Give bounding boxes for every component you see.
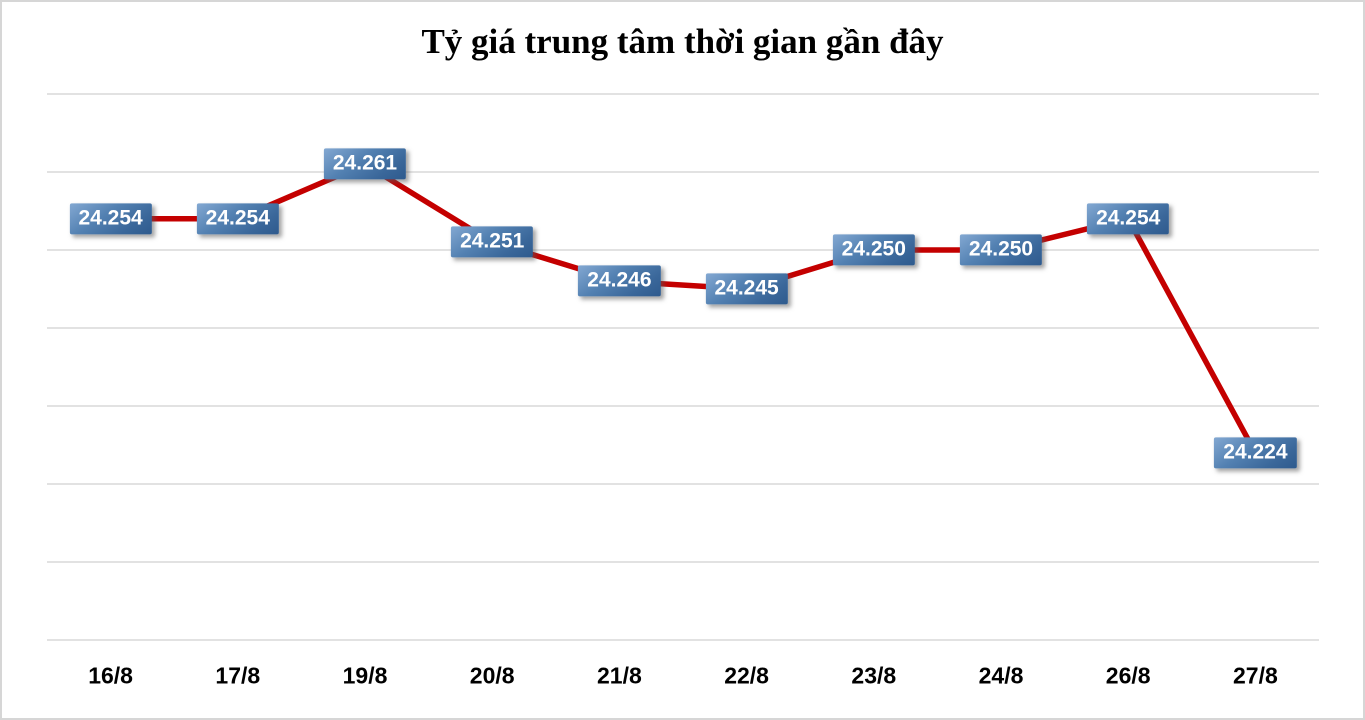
data-label: 24.250 [959, 234, 1043, 266]
x-axis-label: 23/8 [851, 662, 897, 689]
series-line [107, 161, 1259, 456]
data-label: 24.245 [705, 273, 788, 305]
x-axis-label: 24/8 [978, 662, 1024, 689]
data-label: 24.251 [451, 226, 534, 258]
x-axis-label: 16/8 [88, 662, 133, 689]
data-label: 24.250 [832, 234, 915, 266]
x-axis-label: 17/8 [215, 662, 261, 689]
data-label: 24.246 [578, 265, 661, 297]
gridlines [47, 93, 1319, 641]
data-label: 24.261 [323, 148, 407, 180]
x-axis-label: 21/8 [597, 662, 642, 689]
x-axis-label: 20/8 [469, 662, 515, 689]
data-label: 24.254 [196, 203, 279, 235]
x-axis-label: 27/8 [1233, 662, 1278, 689]
x-axis-label: 19/8 [342, 662, 388, 689]
data-label: 24.224 [1214, 437, 1297, 469]
x-axis-label: 26/8 [1105, 662, 1151, 689]
x-axis-label: 22/8 [724, 662, 769, 689]
data-label: 24.254 [1087, 203, 1170, 235]
data-label: 24.254 [69, 203, 152, 235]
chart-title: Tỷ giá trung tâm thời gian gần đây [421, 22, 944, 61]
